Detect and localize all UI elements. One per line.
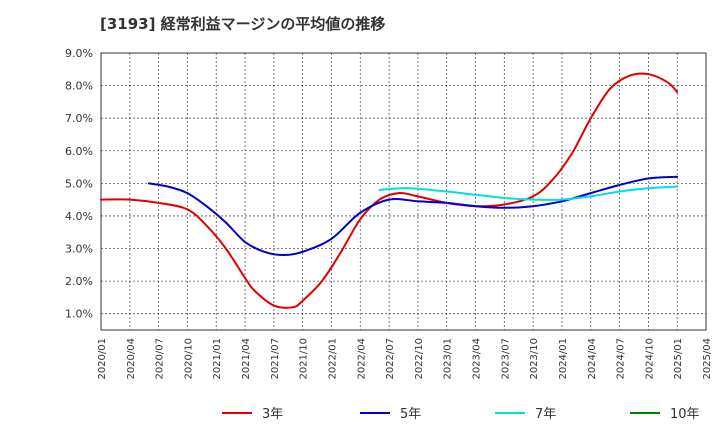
- legend-label-3年: 3年: [262, 407, 283, 422]
- x-tick-label: 2020/04: [126, 338, 137, 380]
- y-tick-label: 8.0%: [65, 80, 93, 93]
- legend-label-10年: 10年: [670, 407, 700, 422]
- x-tick-label: 2021/04: [241, 338, 252, 380]
- legend-label-7年: 7年: [535, 407, 556, 422]
- y-tick-label: 2.0%: [65, 275, 93, 288]
- plot-frame: [100, 52, 707, 331]
- x-tick-label: 2022/10: [414, 338, 425, 380]
- y-tick-label: 1.0%: [65, 308, 93, 321]
- series-lines: [100, 72, 679, 309]
- legend: 3年 5年 7年 10年: [222, 407, 700, 422]
- series-line-3年: [100, 72, 679, 309]
- y-tick-label: 4.0%: [65, 210, 93, 223]
- x-tick-label: 2021/07: [270, 338, 281, 380]
- y-tick-label: 9.0%: [65, 47, 93, 60]
- y-tick-label: 5.0%: [65, 177, 93, 190]
- x-tick-label: 2024/10: [644, 338, 655, 380]
- x-tick-label: 2023/01: [443, 338, 454, 380]
- legend-label-5年: 5年: [400, 407, 421, 422]
- x-tick-label: 2025/01: [673, 338, 684, 380]
- y-tick-label: 6.0%: [65, 145, 93, 158]
- x-tick-label: 2022/01: [327, 338, 338, 380]
- y-axis-ticks: 1.0% 2.0% 3.0% 4.0% 5.0% 6.0% 7.0% 8.0% 9.0%: [65, 47, 93, 321]
- x-tick-label: 2020/07: [155, 338, 166, 380]
- x-tick-label: 2025/04: [702, 338, 713, 380]
- grid: [101, 52, 706, 330]
- x-tick-label: 2022/07: [385, 338, 396, 380]
- y-tick-label: 3.0%: [65, 243, 93, 256]
- x-axis-ticks: 2020/01 2020/04 2020/07 2020/10 2021/01 2021/…: [97, 338, 713, 380]
- x-tick-label: 2023/07: [500, 338, 511, 380]
- x-tick-label: 2023/04: [472, 338, 483, 380]
- x-tick-label: 2021/01: [212, 338, 223, 380]
- x-tick-label: 2020/01: [97, 338, 108, 380]
- x-tick-label: 2022/04: [356, 338, 367, 380]
- x-tick-label: 2023/10: [529, 338, 540, 380]
- x-tick-label: 2021/10: [299, 338, 310, 380]
- x-tick-label: 2024/01: [558, 338, 569, 380]
- series-line-7年: [378, 185, 679, 201]
- x-tick-label: 2020/10: [183, 338, 194, 380]
- y-tick-label: 7.0%: [65, 112, 93, 125]
- x-tick-label: 2024/07: [616, 338, 627, 380]
- x-tick-label: 2024/04: [587, 338, 598, 380]
- chart-title: [3193] 経常利益マージンの平均値の推移: [100, 15, 386, 33]
